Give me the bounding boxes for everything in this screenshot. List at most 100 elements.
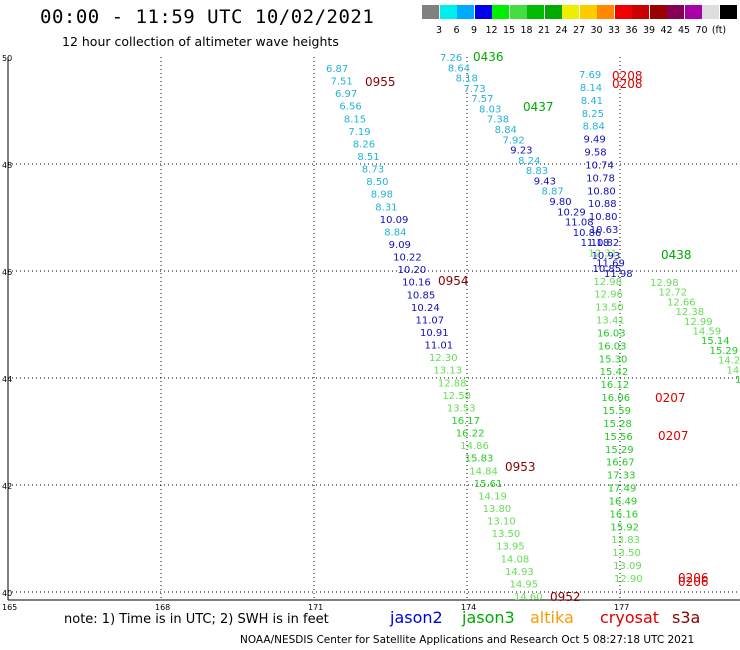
swh-value: 12.98 (593, 277, 622, 288)
swh-value: 12.88 (438, 378, 467, 389)
pass-time-label: 0207 (658, 429, 689, 443)
swh-value: 15.92 (610, 522, 639, 533)
pass-time-label: 0952 (550, 590, 581, 604)
lon-label: 168 (155, 603, 170, 612)
swh-value: 8.87 (542, 187, 564, 198)
colorbar-swatch (649, 5, 667, 19)
colorbar-swatch (474, 5, 492, 19)
lon-label: 165 (2, 603, 17, 612)
swh-value: 15.61 (474, 479, 503, 490)
lat-label: 48 (2, 161, 12, 170)
swh-value: 10.91 (420, 328, 449, 339)
swh-value: 8.31 (375, 202, 397, 213)
pass-time-label: 0206 (678, 571, 709, 585)
swh-value: 10.09 (380, 215, 409, 226)
swh-value: 10.24 (411, 303, 440, 314)
swh-value: 8.84 (384, 227, 406, 238)
colorbar-label: 6 (453, 25, 460, 36)
swh-value: 8.83 (526, 166, 548, 177)
colorbar-label: 27 (572, 25, 586, 36)
pass-time-label: 0208 (612, 69, 643, 83)
swh-value: 7.19 (348, 127, 370, 138)
swh-value: 12.31 (588, 248, 617, 259)
swh-value: 8.25 (582, 109, 604, 120)
colorbar-label: 33 (607, 25, 621, 36)
swh-value: 14.19 (478, 491, 507, 502)
swh-value: 7.51 (330, 77, 352, 88)
swh-value: 16.03 (597, 328, 626, 339)
swh-value: 15 (735, 375, 740, 386)
swh-value: 9.58 (584, 148, 606, 159)
colorbar-swatch (597, 5, 614, 19)
swh-value: 8.73 (362, 165, 384, 176)
colorbar-label: 42 (660, 25, 673, 36)
pass-time-label: 0438 (661, 248, 692, 262)
swh-value: 15.29 (710, 346, 739, 357)
swh-value: 16.03 (598, 341, 627, 352)
swh-value: 10.82 (591, 238, 620, 249)
lon-label: 171 (308, 603, 323, 612)
swh-value: 16.06 (601, 393, 630, 404)
swh-value: 15.28 (603, 419, 632, 430)
swh-value: 10.29 (557, 207, 586, 218)
colorbar-label: 24 (555, 25, 568, 36)
swh-value: 13.53 (447, 403, 476, 414)
lat-label: 40 (2, 589, 12, 598)
swh-value: 16.12 (601, 380, 630, 391)
legend-jason2: jason2 (390, 608, 443, 627)
colorbar-swatch (614, 5, 632, 19)
colorbar-swatch (632, 5, 649, 19)
colorbar-label: 36 (625, 25, 638, 36)
swh-value: 8.51 (357, 152, 379, 163)
swh-value: 12.58 (442, 391, 471, 402)
pass-time-label: 0954 (438, 274, 469, 288)
swh-value: 13.10 (487, 517, 516, 528)
swh-value: 15.29 (605, 445, 634, 456)
swh-value: 10.86 (573, 228, 602, 239)
swh-value: 12.90 (614, 574, 643, 585)
swh-value: 16.22 (456, 429, 485, 440)
swh-value: 10.20 (398, 265, 427, 276)
swh-value: 13.50 (595, 303, 624, 314)
swh-value: 12.72 (659, 288, 688, 299)
swh-value: 6.56 (339, 102, 361, 113)
colorbar-swatch (719, 5, 737, 19)
credit-line: NOAA/NESDIS Center for Satellite Applica… (240, 634, 695, 646)
lat-label: 50 (2, 54, 12, 63)
legend-altika: altika (530, 608, 574, 627)
swh-value: 12.98 (650, 278, 679, 289)
swh-value: 10.74 (585, 160, 614, 171)
colorbar-label: 70 (695, 25, 708, 36)
swh-value: 15.42 (600, 367, 629, 378)
swh-value: 8.26 (353, 139, 375, 150)
swh-value: 13.50 (492, 529, 521, 540)
swh-value: 9.43 (534, 176, 556, 187)
swh-value: 9.23 (510, 146, 532, 157)
swh-value: 11.18 (581, 238, 610, 249)
swh-value: 13.13 (433, 366, 462, 377)
swh-value: 10.22 (393, 253, 422, 264)
swh-value: 14.7 (727, 365, 740, 376)
swh-value: 17.49 (608, 484, 637, 495)
units-note: note: 1) Time is in UTC; 2) SWH is in fe… (64, 612, 329, 627)
colorbar-label: 30 (590, 25, 603, 36)
swh-value: 12.38 (676, 307, 705, 318)
pass-time-label: 0208 (612, 77, 643, 91)
swh-value: 8.41 (581, 96, 603, 107)
swh-value: 15.56 (604, 432, 633, 443)
swh-value: 11.69 (596, 259, 625, 270)
colorbar-swatch (492, 5, 509, 19)
colorbar-swatch (667, 5, 684, 19)
colorbar-label: 18 (520, 25, 533, 36)
swh-value: 9.80 (549, 197, 571, 208)
swh-value: 11.07 (416, 315, 445, 326)
colorbar-label: 9 (470, 25, 478, 36)
swh-value: 10.16 (402, 278, 431, 289)
swh-value: 10.80 (587, 186, 616, 197)
swh-value: 7.26 (440, 53, 462, 64)
colorbar-label: 3 (435, 25, 443, 36)
colorbar-label: 45 (677, 25, 691, 36)
swh-value: 14.24 (718, 356, 740, 367)
swh-value: 12.99 (684, 317, 713, 328)
